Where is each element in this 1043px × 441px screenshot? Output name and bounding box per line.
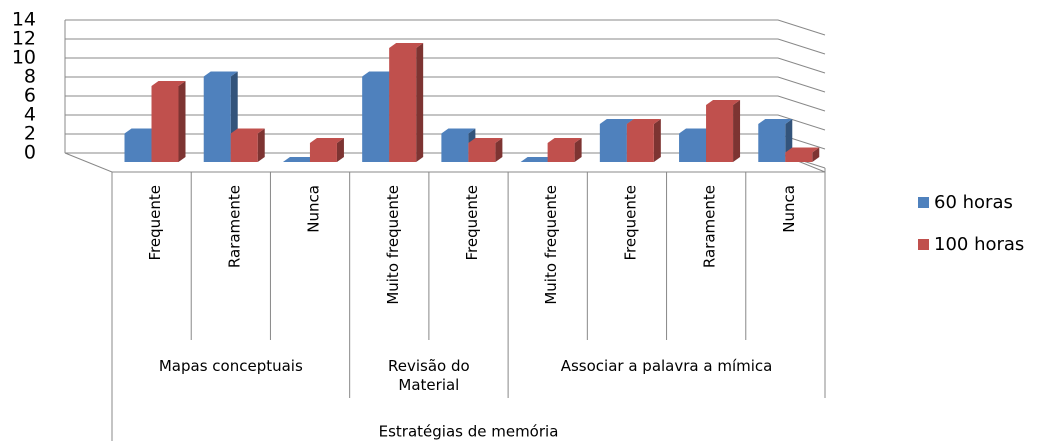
- bar-front: [706, 105, 734, 162]
- bar-top: [626, 119, 661, 124]
- bar-side: [257, 128, 265, 162]
- bar-front: [758, 124, 786, 162]
- y-tick-label: 4: [24, 104, 36, 126]
- legend-label: 100 horas: [934, 234, 1024, 255]
- bar-side: [336, 138, 344, 162]
- bar-front: [679, 133, 707, 162]
- bar-front: [626, 124, 654, 162]
- y-tick-label: 12: [12, 28, 36, 50]
- bar-top: [706, 100, 741, 105]
- bar-side: [733, 100, 741, 162]
- y-tick-label: 8: [24, 66, 36, 88]
- bar-top: [520, 157, 555, 162]
- bar: [203, 71, 238, 162]
- bar-front: [309, 143, 337, 162]
- bar-top: [151, 81, 186, 86]
- bar: [151, 81, 186, 162]
- group-label: Mapas conceptuais: [158, 357, 303, 375]
- y-tick-label: 6: [24, 85, 36, 107]
- bar-side: [178, 81, 186, 162]
- bar-top: [599, 119, 634, 124]
- bar-front: [203, 76, 231, 162]
- bar-top: [679, 128, 714, 134]
- bar-top: [282, 157, 317, 162]
- x-tick-label: Raramente: [701, 185, 719, 268]
- x-tick-label: Nunca: [305, 185, 323, 233]
- bar: [626, 119, 661, 162]
- bar-front: [599, 124, 627, 162]
- x-tick-label: Muito frequente: [384, 185, 402, 305]
- x-tick-label: Frequente: [621, 185, 639, 260]
- bar: [230, 128, 265, 162]
- y-tick-label: 0: [24, 142, 36, 164]
- y-tick-label: 2: [24, 123, 36, 145]
- bar-front: [785, 152, 813, 162]
- bar-side: [495, 138, 503, 162]
- bar-top: [362, 71, 397, 77]
- bar-front: [151, 86, 179, 162]
- bar-top: [758, 119, 793, 124]
- bar-top: [203, 71, 238, 77]
- bar-front: [389, 48, 417, 162]
- bar: [706, 100, 741, 162]
- x-tick-label: Frequente: [146, 185, 164, 260]
- bar-top: [309, 138, 344, 143]
- bar: [547, 138, 582, 162]
- bar-front: [362, 76, 390, 162]
- bar: [785, 147, 820, 162]
- x-tick-label: Muito frequente: [542, 185, 560, 305]
- x-tick-label: Nunca: [780, 185, 798, 233]
- bar-front: [441, 133, 469, 162]
- bar-front: [124, 133, 152, 162]
- legend-swatch: [918, 197, 929, 208]
- grid-line: [65, 57, 826, 74]
- axis-title: Estratégias de memória: [379, 423, 559, 441]
- legend-swatch: [918, 239, 929, 250]
- bar-side: [416, 43, 424, 162]
- bar: [282, 157, 317, 162]
- bar: [389, 43, 424, 162]
- bar-front: [547, 143, 575, 162]
- y-tick-label: 10: [12, 47, 36, 69]
- y-tick-label: 14: [12, 9, 36, 31]
- bar: [520, 157, 555, 162]
- group-label: Associar a palavra a mímica: [560, 357, 773, 375]
- grid-line: [65, 114, 826, 131]
- bar-top: [230, 128, 265, 134]
- bar-top: [785, 147, 820, 153]
- bar-side: [653, 119, 661, 162]
- bar-front: [468, 143, 496, 162]
- bar-top: [468, 138, 503, 143]
- bar-top: [547, 138, 582, 143]
- x-tick-label: Raramente: [225, 185, 243, 268]
- bar: [468, 138, 503, 162]
- bar: [309, 138, 344, 162]
- bar-top: [441, 128, 476, 134]
- bar-side: [812, 147, 820, 162]
- grid-line: [65, 38, 826, 55]
- x-tick-label: Frequente: [463, 185, 481, 260]
- bar-side: [574, 138, 582, 162]
- grid-line: [65, 19, 826, 36]
- grid-line: [65, 95, 826, 112]
- grid-line: [65, 76, 826, 93]
- group-label: Revisão do Material: [388, 357, 470, 394]
- legend-label: 60 horas: [934, 192, 1013, 213]
- bar-top: [389, 43, 424, 48]
- bar-top: [124, 128, 159, 134]
- bar: [758, 119, 793, 162]
- bar-front: [230, 133, 258, 162]
